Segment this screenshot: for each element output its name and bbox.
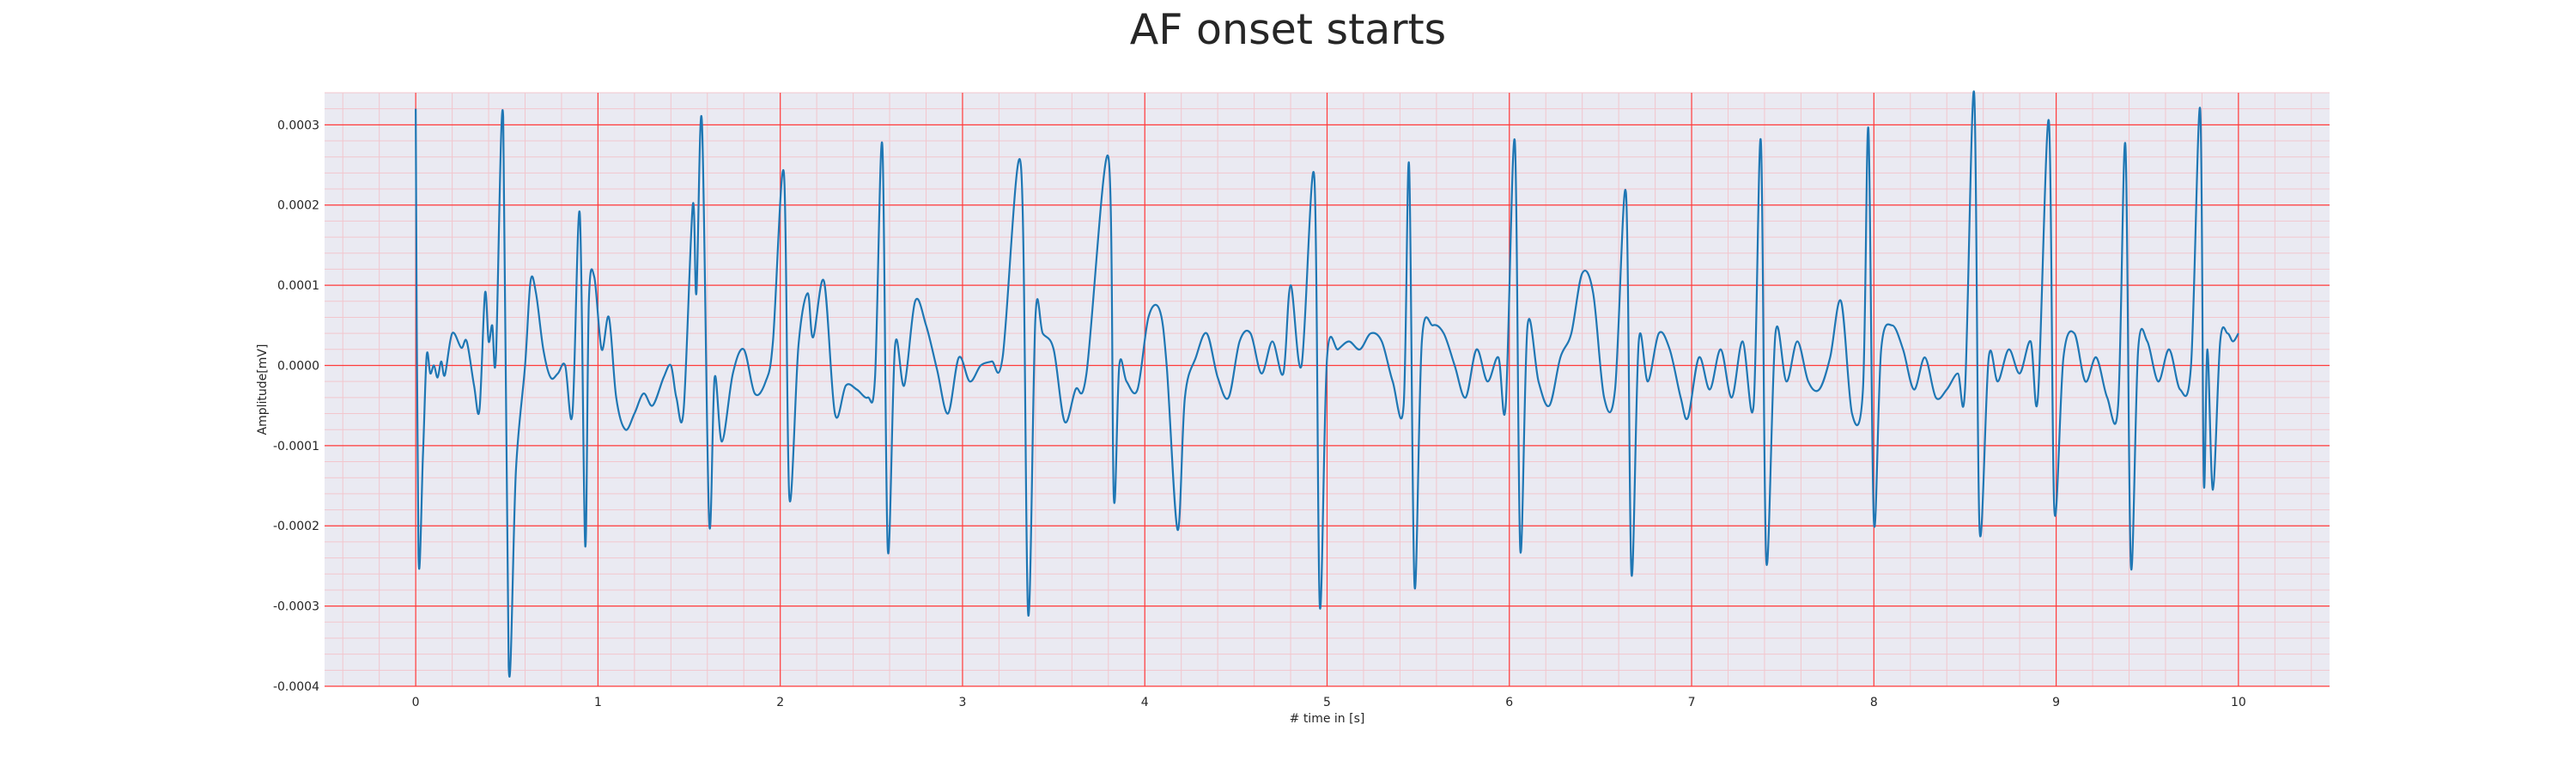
x-tick-label: 8 [1870, 696, 1878, 709]
x-tick-label: 3 [958, 696, 966, 709]
x-tick-label: 9 [2052, 696, 2060, 709]
y-axis-ticks: -0.0004 -0.0003 -0.0002 -0.0001 0.0000 0.0001… [273, 119, 319, 694]
x-tick-label: 0 [412, 696, 420, 709]
x-tick-label: 6 [1505, 696, 1513, 709]
y-tick-label: -0.0003 [273, 600, 319, 614]
y-tick-label: 0.0003 [277, 119, 319, 132]
x-tick-label: 10 [2231, 696, 2246, 709]
series-line [415, 90, 2239, 678]
x-tick-label: 4 [1141, 696, 1149, 709]
y-axis-label: Amplitude[mV] [256, 344, 270, 435]
y-tick-label: 0.0002 [277, 199, 319, 213]
x-tick-label: 1 [594, 696, 602, 709]
y-tick-label: -0.0001 [273, 440, 319, 453]
series-layer [415, 90, 2239, 678]
x-axis-ticks: 0 1 2 3 4 5 6 7 8 9 10 [412, 696, 2246, 709]
x-tick-label: 5 [1323, 696, 1331, 709]
chart-title: AF onset starts [1129, 5, 1447, 54]
x-tick-label: 2 [776, 696, 784, 709]
major-grid [325, 93, 2330, 687]
y-tick-label: 0.0001 [277, 279, 319, 293]
x-axis-label: # time in [s] [1290, 712, 1365, 726]
x-tick-label: 7 [1688, 696, 1696, 709]
y-tick-label: -0.0002 [273, 520, 319, 533]
y-tick-label: 0.0000 [277, 359, 319, 373]
y-tick-label: -0.0004 [273, 680, 319, 694]
